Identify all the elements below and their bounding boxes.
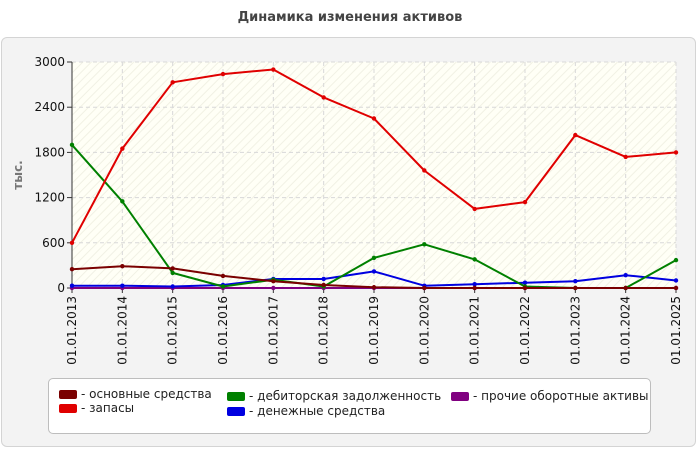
legend-label: - прочие оборотные активы bbox=[473, 389, 649, 403]
series-основные средства bbox=[69, 263, 679, 291]
data-point bbox=[69, 240, 75, 245]
data-point bbox=[673, 150, 679, 155]
data-point bbox=[220, 71, 226, 77]
data-point bbox=[220, 273, 226, 279]
x-tick-label: 01.01.2016 bbox=[216, 296, 230, 365]
data-point bbox=[371, 285, 377, 290]
data-point bbox=[271, 279, 276, 284]
x-tick-label: 01.01.2019 bbox=[367, 296, 381, 365]
x-tick-label: 01.01.2013 bbox=[65, 296, 79, 365]
data-point bbox=[371, 116, 377, 121]
data-point bbox=[69, 283, 75, 288]
data-point bbox=[120, 199, 125, 204]
data-point bbox=[170, 284, 175, 289]
y-tick-label: 3000 bbox=[34, 55, 65, 69]
data-point bbox=[673, 285, 679, 291]
data-point bbox=[69, 142, 75, 148]
legend-item-cash: - денежные средства bbox=[227, 404, 385, 418]
x-tick-label: 01.01.2015 bbox=[166, 296, 180, 365]
y-axis-label: тыс. bbox=[11, 160, 25, 189]
x-tick-label: 01.01.2018 bbox=[317, 296, 331, 365]
data-point bbox=[271, 285, 276, 291]
data-point bbox=[69, 266, 75, 272]
legend-swatch bbox=[451, 391, 469, 401]
legend-label: - денежные средства bbox=[249, 404, 386, 418]
data-point bbox=[422, 242, 427, 247]
data-point bbox=[120, 263, 125, 269]
data-point bbox=[673, 278, 679, 283]
data-point bbox=[573, 279, 578, 284]
data-point bbox=[623, 154, 628, 160]
legend-swatch bbox=[227, 391, 245, 401]
legend-label: - дебиторская задолженность bbox=[249, 389, 442, 403]
y-tick-label: 0 bbox=[57, 281, 65, 295]
data-point bbox=[120, 283, 125, 288]
x-tick-label: 01.01.2014 bbox=[115, 296, 129, 365]
data-point bbox=[422, 168, 427, 173]
y-tick-label: 1800 bbox=[34, 145, 65, 159]
data-point bbox=[170, 266, 175, 271]
chart-title: Динамика изменения активов bbox=[237, 10, 463, 25]
series-запасы bbox=[69, 67, 679, 245]
data-point bbox=[573, 132, 578, 138]
legend-swatch bbox=[59, 403, 77, 413]
data-point bbox=[170, 80, 175, 85]
data-point bbox=[321, 282, 326, 288]
legend-swatch bbox=[59, 389, 77, 399]
data-point bbox=[371, 269, 377, 274]
legend-item-receivables: - дебиторская задолженность bbox=[227, 389, 441, 403]
legend-swatch bbox=[227, 406, 245, 416]
data-point bbox=[170, 270, 175, 276]
x-tick-label: 01.01.2017 bbox=[266, 296, 280, 365]
data-point bbox=[120, 146, 125, 151]
x-tick-label: 01.01.2024 bbox=[619, 296, 633, 365]
data-point bbox=[673, 257, 679, 263]
data-point bbox=[522, 199, 528, 205]
legend-item-other-current-assets: - прочие оборотные активы bbox=[451, 389, 649, 403]
legend-item-fixed-assets: - основные средства bbox=[59, 387, 212, 401]
legend-label: - запасы bbox=[81, 401, 135, 415]
data-point bbox=[522, 280, 528, 285]
data-point bbox=[472, 285, 477, 291]
y-tick-label: 600 bbox=[42, 236, 65, 250]
data-point bbox=[220, 284, 226, 289]
x-tick-label: 01.01.2023 bbox=[568, 296, 582, 365]
data-point bbox=[321, 95, 326, 100]
data-point bbox=[321, 276, 326, 282]
legend: - основные средства - запасы - дебиторск… bbox=[48, 378, 651, 434]
x-tick-label: 01.01.2021 bbox=[468, 296, 482, 365]
legend-item-inventory: - запасы bbox=[59, 401, 134, 415]
x-tick-label: 01.01.2025 bbox=[669, 296, 683, 365]
x-tick-label: 01.01.2020 bbox=[417, 296, 431, 365]
data-point bbox=[623, 272, 628, 278]
y-tick-label: 2400 bbox=[34, 100, 65, 114]
data-point bbox=[623, 285, 628, 291]
y-tick-label: 1200 bbox=[34, 191, 65, 205]
data-point bbox=[472, 257, 477, 262]
x-tick-label: 01.01.2022 bbox=[518, 296, 532, 365]
data-point bbox=[573, 285, 578, 291]
data-point bbox=[472, 282, 477, 287]
data-point bbox=[371, 255, 377, 261]
data-point bbox=[472, 206, 477, 212]
legend-label: - основные средства bbox=[81, 387, 212, 401]
data-point bbox=[522, 285, 528, 291]
data-point bbox=[271, 67, 276, 72]
data-point bbox=[422, 285, 427, 291]
